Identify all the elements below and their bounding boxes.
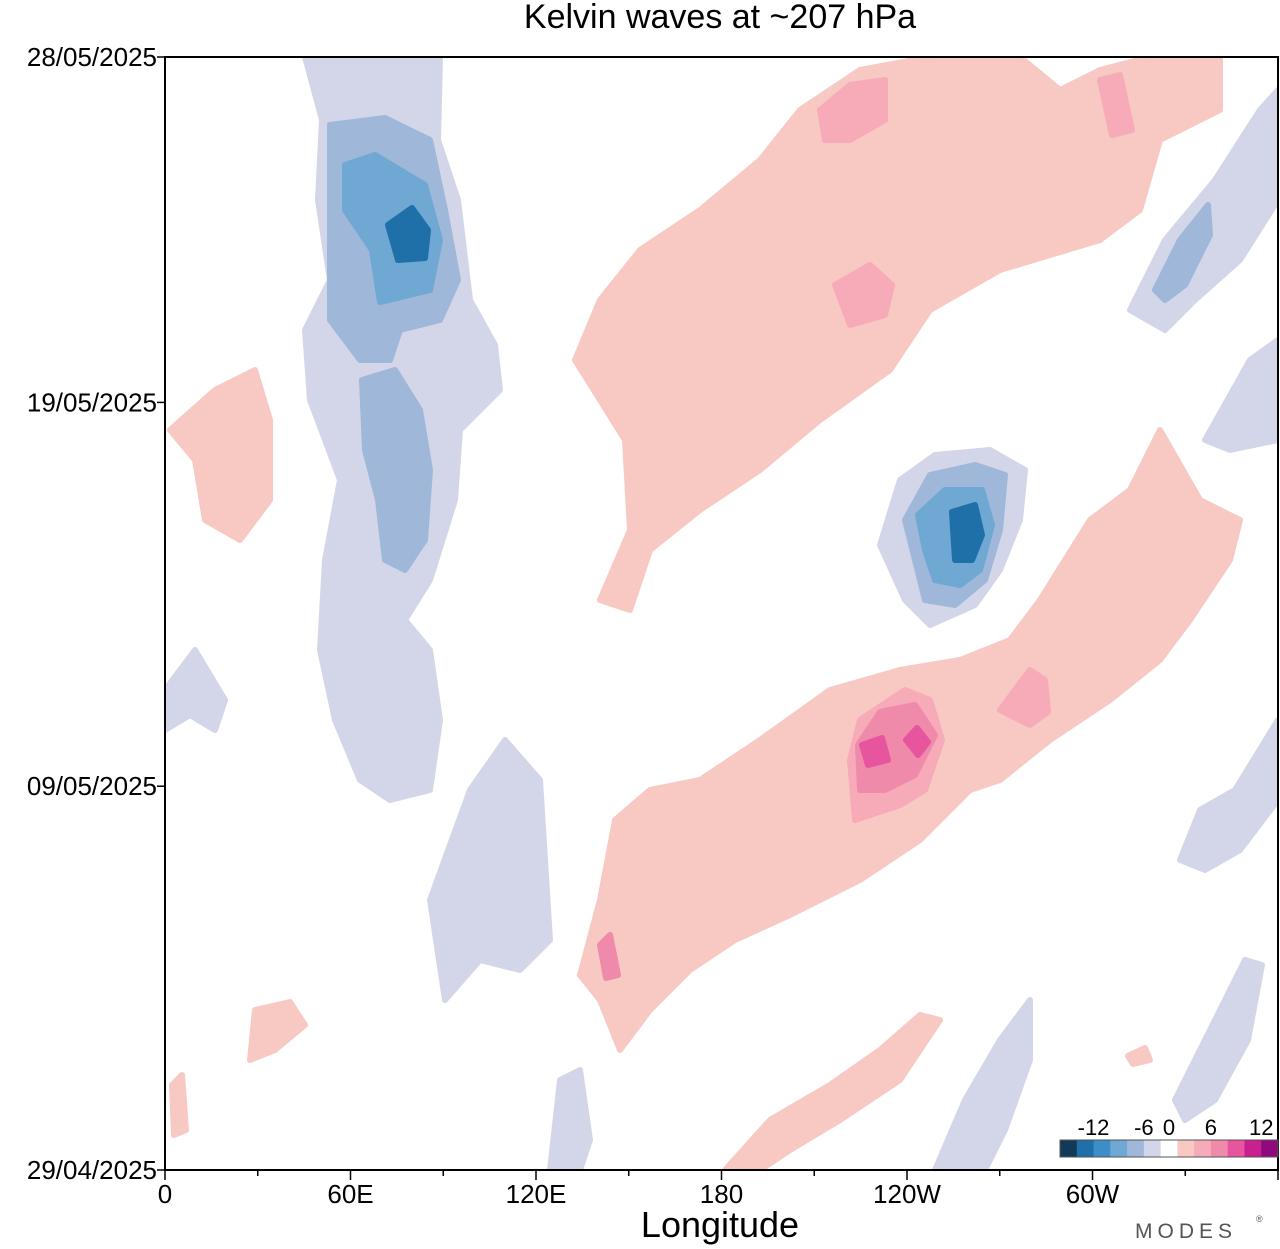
chart-title: Kelvin waves at ~207 hPa xyxy=(524,0,916,36)
band-neg-b5 xyxy=(949,502,985,563)
colorbar-swatch xyxy=(1127,1140,1145,1157)
band-pos-u2 xyxy=(817,77,888,143)
band-neg-e2 xyxy=(932,997,1033,1170)
band-pos-2b xyxy=(997,667,1051,728)
band-pos-l2 xyxy=(247,999,308,1063)
colorbar-swatch xyxy=(1227,1140,1245,1157)
band-neg-5 xyxy=(385,205,431,263)
band-pos-l4 xyxy=(169,1072,189,1138)
registered-mark: ® xyxy=(1256,1214,1263,1224)
colorbar: -12 -6 0 6 12 xyxy=(1059,1115,1279,1158)
colorbar-frame xyxy=(1059,1139,1279,1158)
y-axis: 29/04/2025 09/05/2025 19/05/2025 28/05/2025 xyxy=(27,42,165,1185)
band-neg-f1 xyxy=(427,737,553,1003)
y-tick-label: 09/05/2025 xyxy=(27,771,157,801)
band-neg-g2 xyxy=(1177,717,1278,873)
band-neg-e1 xyxy=(1172,957,1265,1123)
band-pos-l6 xyxy=(1125,1045,1153,1067)
x-axis-label: Longitude xyxy=(641,1204,799,1245)
colorbar-tick-label: -6 xyxy=(1134,1115,1154,1140)
colorbar-swatch xyxy=(1244,1140,1262,1157)
x-tick-label: 180 xyxy=(700,1179,743,1209)
band-neg-2b xyxy=(359,367,433,573)
x-tick-label: 0 xyxy=(158,1179,172,1209)
band-pos-l5 xyxy=(597,932,621,981)
colorbar-swatch xyxy=(1261,1140,1279,1157)
band-pos-u1 xyxy=(572,57,1223,613)
contour-field xyxy=(165,57,1278,1170)
colorbar-swatch xyxy=(1143,1140,1162,1157)
colorbar-tick-label: 12 xyxy=(1249,1115,1273,1140)
band-pos-4 xyxy=(859,735,891,768)
y-tick-label: 28/05/2025 xyxy=(27,42,157,72)
colorbar-swatch xyxy=(1076,1140,1095,1157)
colorbar-swatch xyxy=(1093,1140,1111,1157)
band-neg-g1 xyxy=(165,647,228,733)
band-pos-l1 xyxy=(167,367,273,543)
band-neg-f2 xyxy=(547,1067,593,1170)
colorbar-swatch xyxy=(1177,1140,1195,1157)
colorbar-tick-label: 6 xyxy=(1205,1115,1217,1140)
x-tick-label: 60W xyxy=(1066,1179,1120,1209)
band-neg-d2 xyxy=(1152,202,1213,303)
x-axis: 0 60E 120E 180 120W 60W xyxy=(158,1170,1279,1209)
colorbar-swatch xyxy=(1210,1140,1229,1157)
colorbar-swatch xyxy=(1060,1140,1078,1157)
x-tick-label: 120W xyxy=(873,1179,941,1209)
band-pos-u3 xyxy=(832,262,895,328)
band-neg-d3 xyxy=(1202,337,1278,453)
colorbar-tick-label: 0 xyxy=(1163,1115,1175,1140)
band-pos-l3 xyxy=(722,1012,943,1170)
colorbar-tick-label: -12 xyxy=(1078,1115,1110,1140)
colorbar-swatch xyxy=(1160,1140,1178,1157)
brand-logo: MODES xyxy=(1135,1220,1237,1243)
band-pos-4b xyxy=(903,725,931,758)
x-tick-label: 60E xyxy=(327,1179,373,1209)
colorbar-swatch xyxy=(1194,1140,1212,1157)
y-tick-label: 19/05/2025 xyxy=(27,387,157,417)
x-tick-label: 120E xyxy=(506,1179,567,1209)
band-pos-u4 xyxy=(1097,72,1135,138)
y-tick-label: 29/04/2025 xyxy=(27,1155,157,1185)
colorbar-swatch xyxy=(1110,1140,1128,1157)
